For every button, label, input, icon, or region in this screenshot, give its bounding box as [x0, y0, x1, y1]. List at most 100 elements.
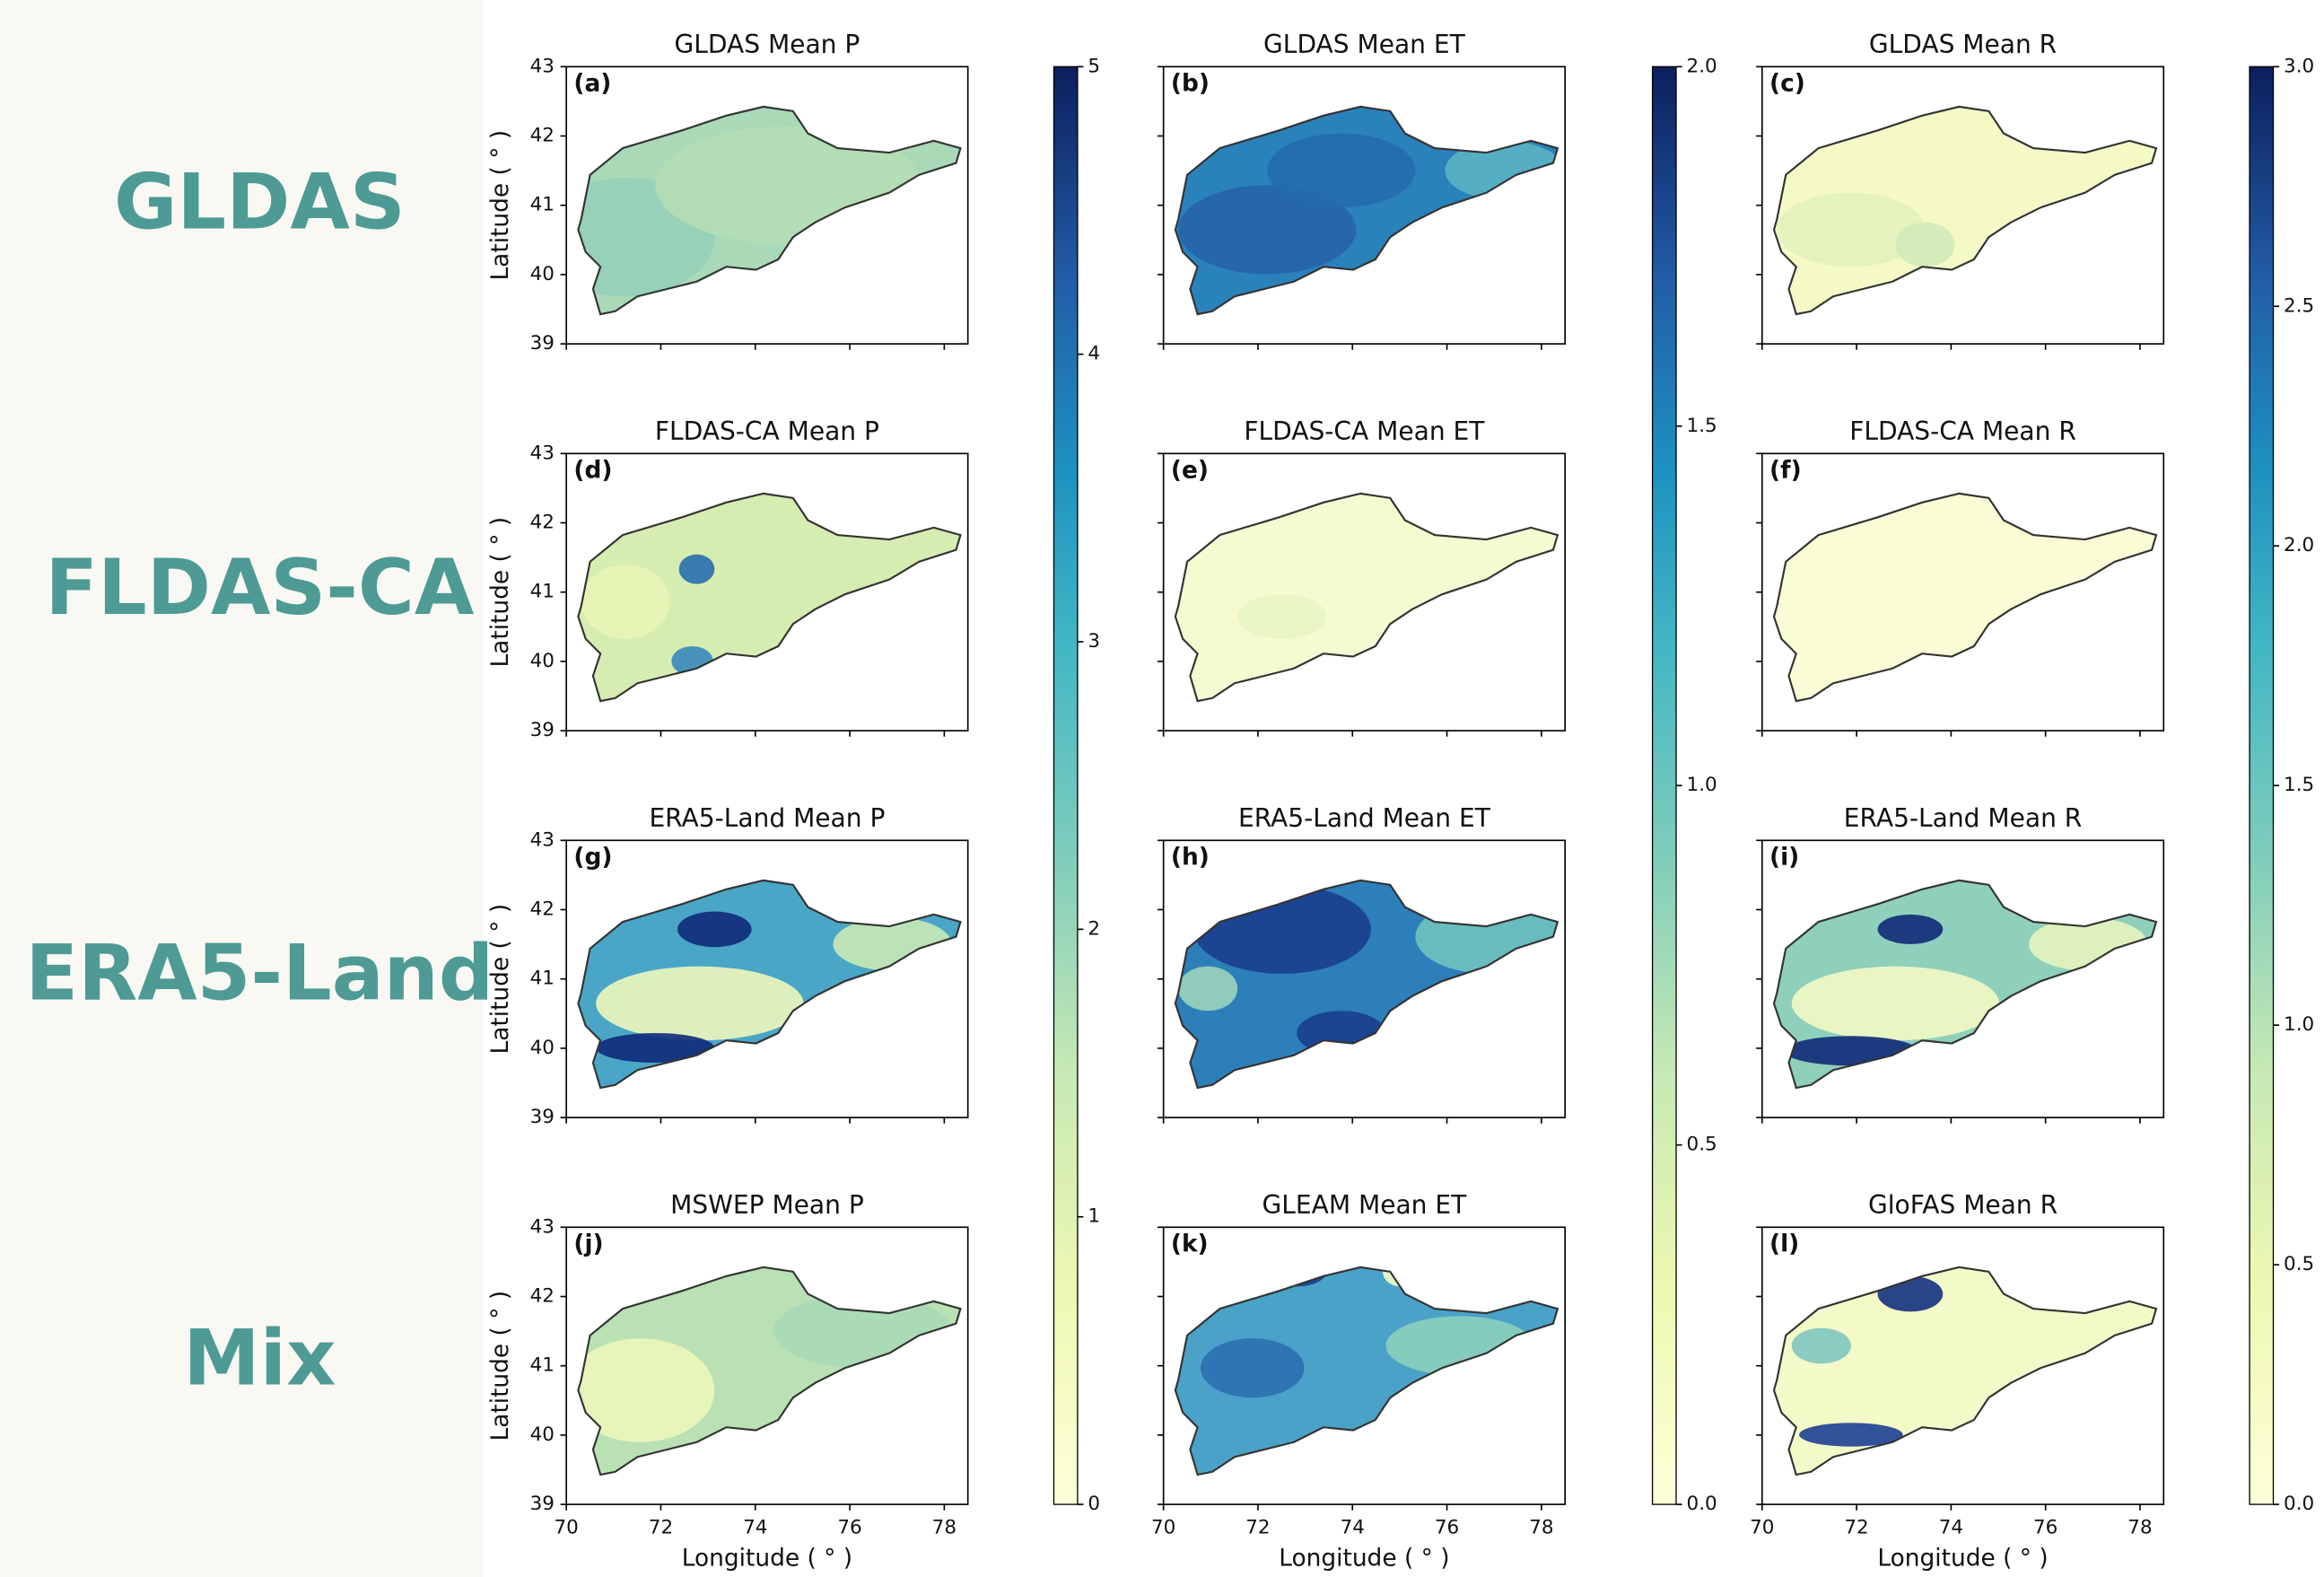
row-label: Mix [183, 1314, 336, 1404]
y-tick-label: 40 [530, 1037, 555, 1059]
panel-title: FLDAS-CA Mean ET [1244, 416, 1485, 446]
colorbar-tick-label: 2.5 [2284, 294, 2314, 317]
basin-patch [1237, 594, 1327, 639]
panel-letter: (f) [1769, 457, 1802, 485]
x-axis-label: Longitude ( ° ) [1877, 1545, 2048, 1573]
axes-frame [1162, 66, 1566, 345]
x-tick-label: 72 [1245, 1517, 1270, 1539]
basin-outline [1174, 879, 1560, 1090]
basin-patch [1799, 1423, 1903, 1447]
axes-frame [1162, 452, 1566, 732]
basin-patch [1267, 133, 1416, 208]
y-tick-label: 41 [530, 194, 555, 216]
y-tick-label: 42 [530, 898, 555, 920]
axes-frame [1162, 839, 1566, 1118]
colorbar-tick-label: 1 [1088, 1205, 1100, 1228]
panel-letter: (i) [1769, 844, 1799, 872]
colorbar-tick-label: 0.0 [2284, 1493, 2314, 1515]
y-axis-label: Latitude ( ° ) [486, 1291, 514, 1441]
y-tick-label: 41 [530, 581, 555, 603]
y-tick-label: 40 [530, 650, 555, 672]
x-tick-label: 76 [2033, 1517, 2058, 1539]
colorbar-tick-label: 3 [1088, 630, 1100, 653]
row-label: ERA5-Land [25, 928, 494, 1018]
panel-letter: (d) [573, 457, 612, 485]
panel-title: GLEAM Mean ET [1262, 1190, 1468, 1220]
panel-title: ERA5-Land Mean ET [1238, 803, 1491, 833]
x-tick-label: 70 [1750, 1517, 1774, 1539]
basin-outline [1772, 105, 2158, 316]
panel-letter: (j) [573, 1231, 603, 1258]
panel-letter: (l) [1769, 1231, 1799, 1258]
panel-letter: (c) [1769, 70, 1805, 98]
colorbar-tick-label: 1.0 [1687, 774, 1717, 796]
panel-letter: (g) [573, 844, 612, 872]
basin-patch [1895, 222, 1955, 267]
panel-title: MSWEP Mean P [670, 1190, 864, 1220]
side-panel [0, 0, 484, 1577]
y-tick-label: 42 [530, 512, 555, 534]
basin-patch [1178, 185, 1357, 275]
basin-patch [678, 554, 715, 584]
colorbar-tick-label: 2.0 [1687, 55, 1717, 77]
x-tick-label: 74 [1939, 1517, 1963, 1539]
axes-frame [1162, 1226, 1566, 1505]
x-axis-label: Longitude ( ° ) [1279, 1545, 1449, 1573]
basin-outline [1772, 492, 2158, 703]
colorbar-tick-label: 1.0 [2284, 1013, 2314, 1036]
y-tick-label: 42 [530, 1284, 555, 1307]
x-tick-label: 70 [555, 1517, 579, 1539]
y-tick-label: 39 [530, 1493, 555, 1515]
basin-patch [1791, 966, 1999, 1041]
basin-outline [577, 492, 962, 703]
y-tick-label: 43 [530, 442, 555, 464]
panel-title: ERA5-Land Mean P [649, 803, 885, 833]
basin-outline [577, 879, 962, 1090]
basin-patch [1777, 192, 1926, 267]
basin-outline [1772, 1266, 2158, 1476]
panel-title: GloFAS Mean R [1868, 1190, 2058, 1220]
colorbar [1651, 66, 1677, 1505]
basin-patch [1877, 914, 1944, 944]
basin-patch [1791, 1327, 1851, 1364]
basin-patch [677, 911, 752, 948]
x-tick-label: 74 [743, 1517, 767, 1539]
panel-title: FLDAS-CA Mean R [1849, 416, 2076, 446]
colorbar-tick-label: 0.5 [2284, 1253, 2314, 1275]
x-tick-label: 72 [1844, 1517, 1868, 1539]
x-axis-label: Longitude ( ° ) [682, 1545, 852, 1573]
x-tick-label: 70 [1151, 1517, 1175, 1539]
y-tick-label: 40 [530, 1424, 555, 1446]
colorbar [1053, 66, 1079, 1505]
y-axis-label: Latitude ( ° ) [486, 517, 514, 668]
panel-letter: (e) [1171, 457, 1209, 485]
y-tick-label: 41 [530, 1354, 555, 1377]
basin-patch [596, 1032, 715, 1063]
basin-outline [1174, 492, 1560, 703]
axes-frame [565, 839, 969, 1118]
panel-title: FLDAS-CA Mean P [655, 416, 879, 446]
y-tick-label: 42 [530, 125, 555, 147]
colorbar-tick-label: 5 [1088, 55, 1100, 77]
colorbar-tick-label: 2.0 [2284, 534, 2314, 556]
colorbar-tick-label: 1.5 [1687, 415, 1717, 437]
y-tick-label: 39 [530, 719, 555, 741]
row-label: GLDAS [114, 158, 406, 248]
row-label: FLDAS-CA [45, 543, 475, 633]
x-tick-label: 74 [1341, 1517, 1365, 1539]
basin-outline [577, 1266, 962, 1476]
panel-title: GLDAS Mean P [675, 30, 861, 59]
colorbar-tick-label: 3.0 [2284, 55, 2314, 77]
x-tick-label: 76 [837, 1517, 861, 1539]
colorbar [2249, 66, 2275, 1505]
basin-outline [577, 105, 962, 316]
x-tick-label: 78 [2127, 1517, 2152, 1539]
x-tick-label: 78 [932, 1517, 957, 1539]
x-tick-label: 76 [1435, 1517, 1459, 1539]
colorbar-tick-label: 0.5 [1687, 1134, 1717, 1156]
panel-title: GLDAS Mean ET [1263, 30, 1466, 59]
basin-patch [578, 1338, 715, 1442]
axes-frame [565, 66, 969, 345]
basin-outline [1772, 879, 2158, 1090]
